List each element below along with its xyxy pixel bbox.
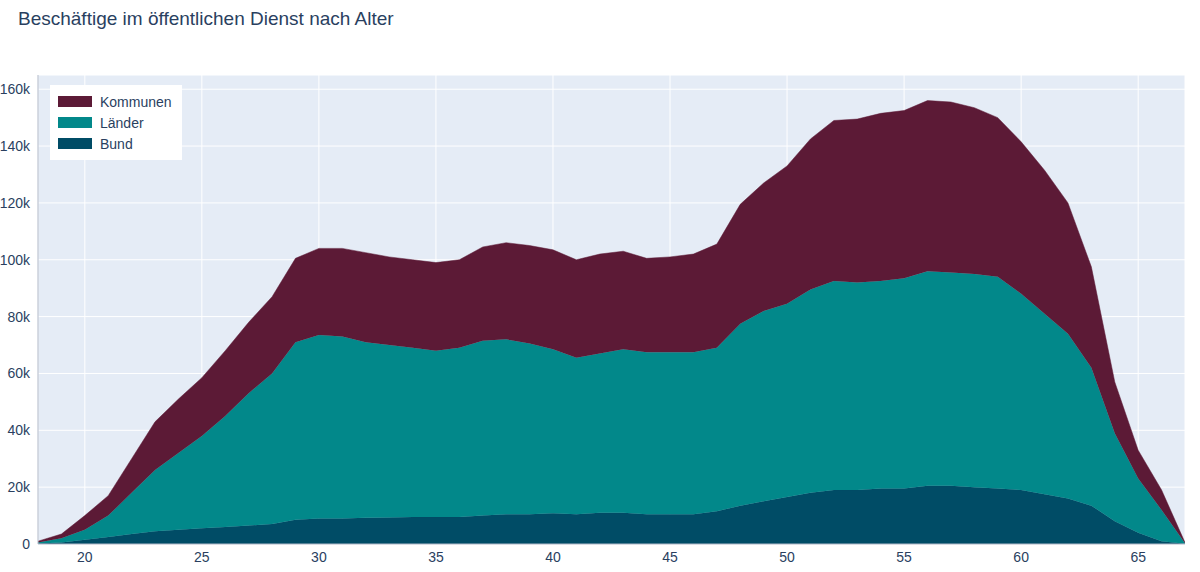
svg-text:100k: 100k [8, 252, 31, 268]
html-text:Länder: Länder [100, 114, 144, 131]
svg-text:160k: 160k [8, 81, 31, 97]
html-text:Bund: Bund [100, 135, 133, 152]
svg-text:20: 20 [77, 549, 93, 565]
html-text:Kommunen: Kommunen [100, 93, 172, 110]
svg-text:0: 0 [22, 536, 30, 552]
svg-text:80k: 80k [8, 309, 31, 325]
svg-text:25: 25 [194, 549, 210, 565]
svg-text:45: 45 [662, 549, 678, 565]
svg-text:60k: 60k [8, 365, 31, 381]
svg-text:35: 35 [428, 549, 444, 565]
svg-text:65: 65 [1130, 549, 1146, 565]
svg-text:55: 55 [896, 549, 912, 565]
html-text:Beschäftige im öffentlichen Di: Beschäftige im öffentlichen Dienst nach … [18, 8, 394, 29]
svg-text:40: 40 [545, 549, 561, 565]
svg-text:140k: 140k [8, 138, 31, 154]
svg-text:120k: 120k [8, 195, 31, 211]
svg-text:50: 50 [779, 549, 795, 565]
svg-text:40k: 40k [8, 422, 31, 438]
svg-text:30: 30 [311, 549, 327, 565]
svg-text:60: 60 [1013, 549, 1029, 565]
svg-text:20k: 20k [8, 479, 31, 495]
